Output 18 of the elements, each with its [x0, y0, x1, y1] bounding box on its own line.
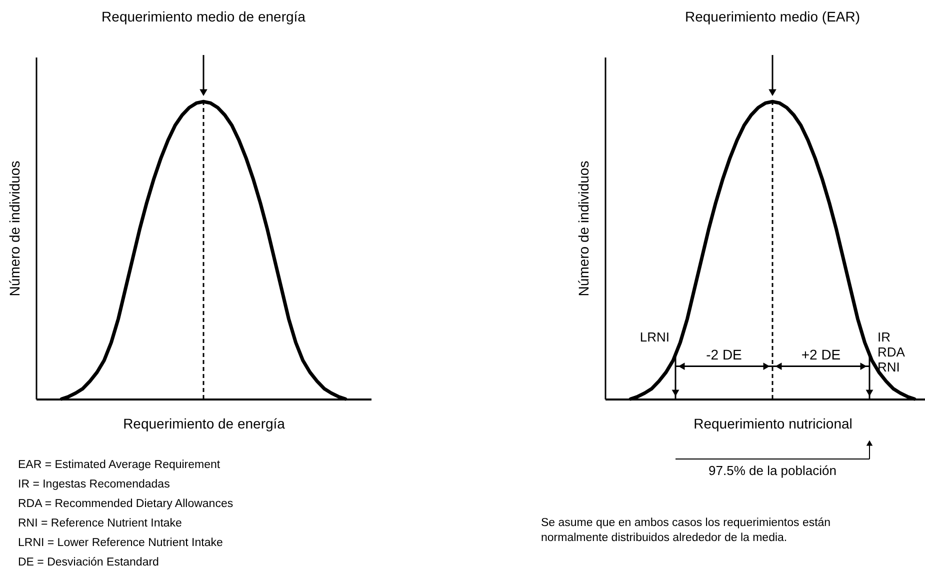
annotation: LRNI — [640, 329, 670, 344]
annotation: -2 DE — [706, 346, 742, 362]
y-axis-title: Número de individuos — [576, 160, 592, 296]
annotation: +2 DE — [801, 346, 841, 362]
chart-title: Requerimiento medio de energía — [102, 8, 306, 24]
chart-title: Requerimiento medio (EAR) — [684, 8, 860, 24]
text: LRNI = Lower Reference Nutrient Intake — [18, 537, 223, 549]
text: 97.5% de la población — [708, 463, 836, 478]
text: EAR = Estimated Average Requirement — [18, 459, 221, 471]
text: RNI = Reference Nutrient Intake — [18, 518, 182, 530]
x-axis-title: Requerimiento nutricional — [694, 416, 852, 432]
y-axis-title: Número de individuos — [6, 160, 22, 296]
text: Se asume que en ambos casos los requerimientos están normalmente distribuidos alrededor de la media. — [541, 517, 831, 544]
annotation: IR RDA RNI — [878, 329, 906, 374]
x-axis-title: Requerimiento de energía — [123, 416, 286, 432]
text: RDA = Recommended Dietary Allowances — [18, 498, 234, 510]
text: DE = Desviación Estandard — [18, 556, 159, 568]
text: IR = Ingestas Recomendadas — [18, 478, 170, 490]
